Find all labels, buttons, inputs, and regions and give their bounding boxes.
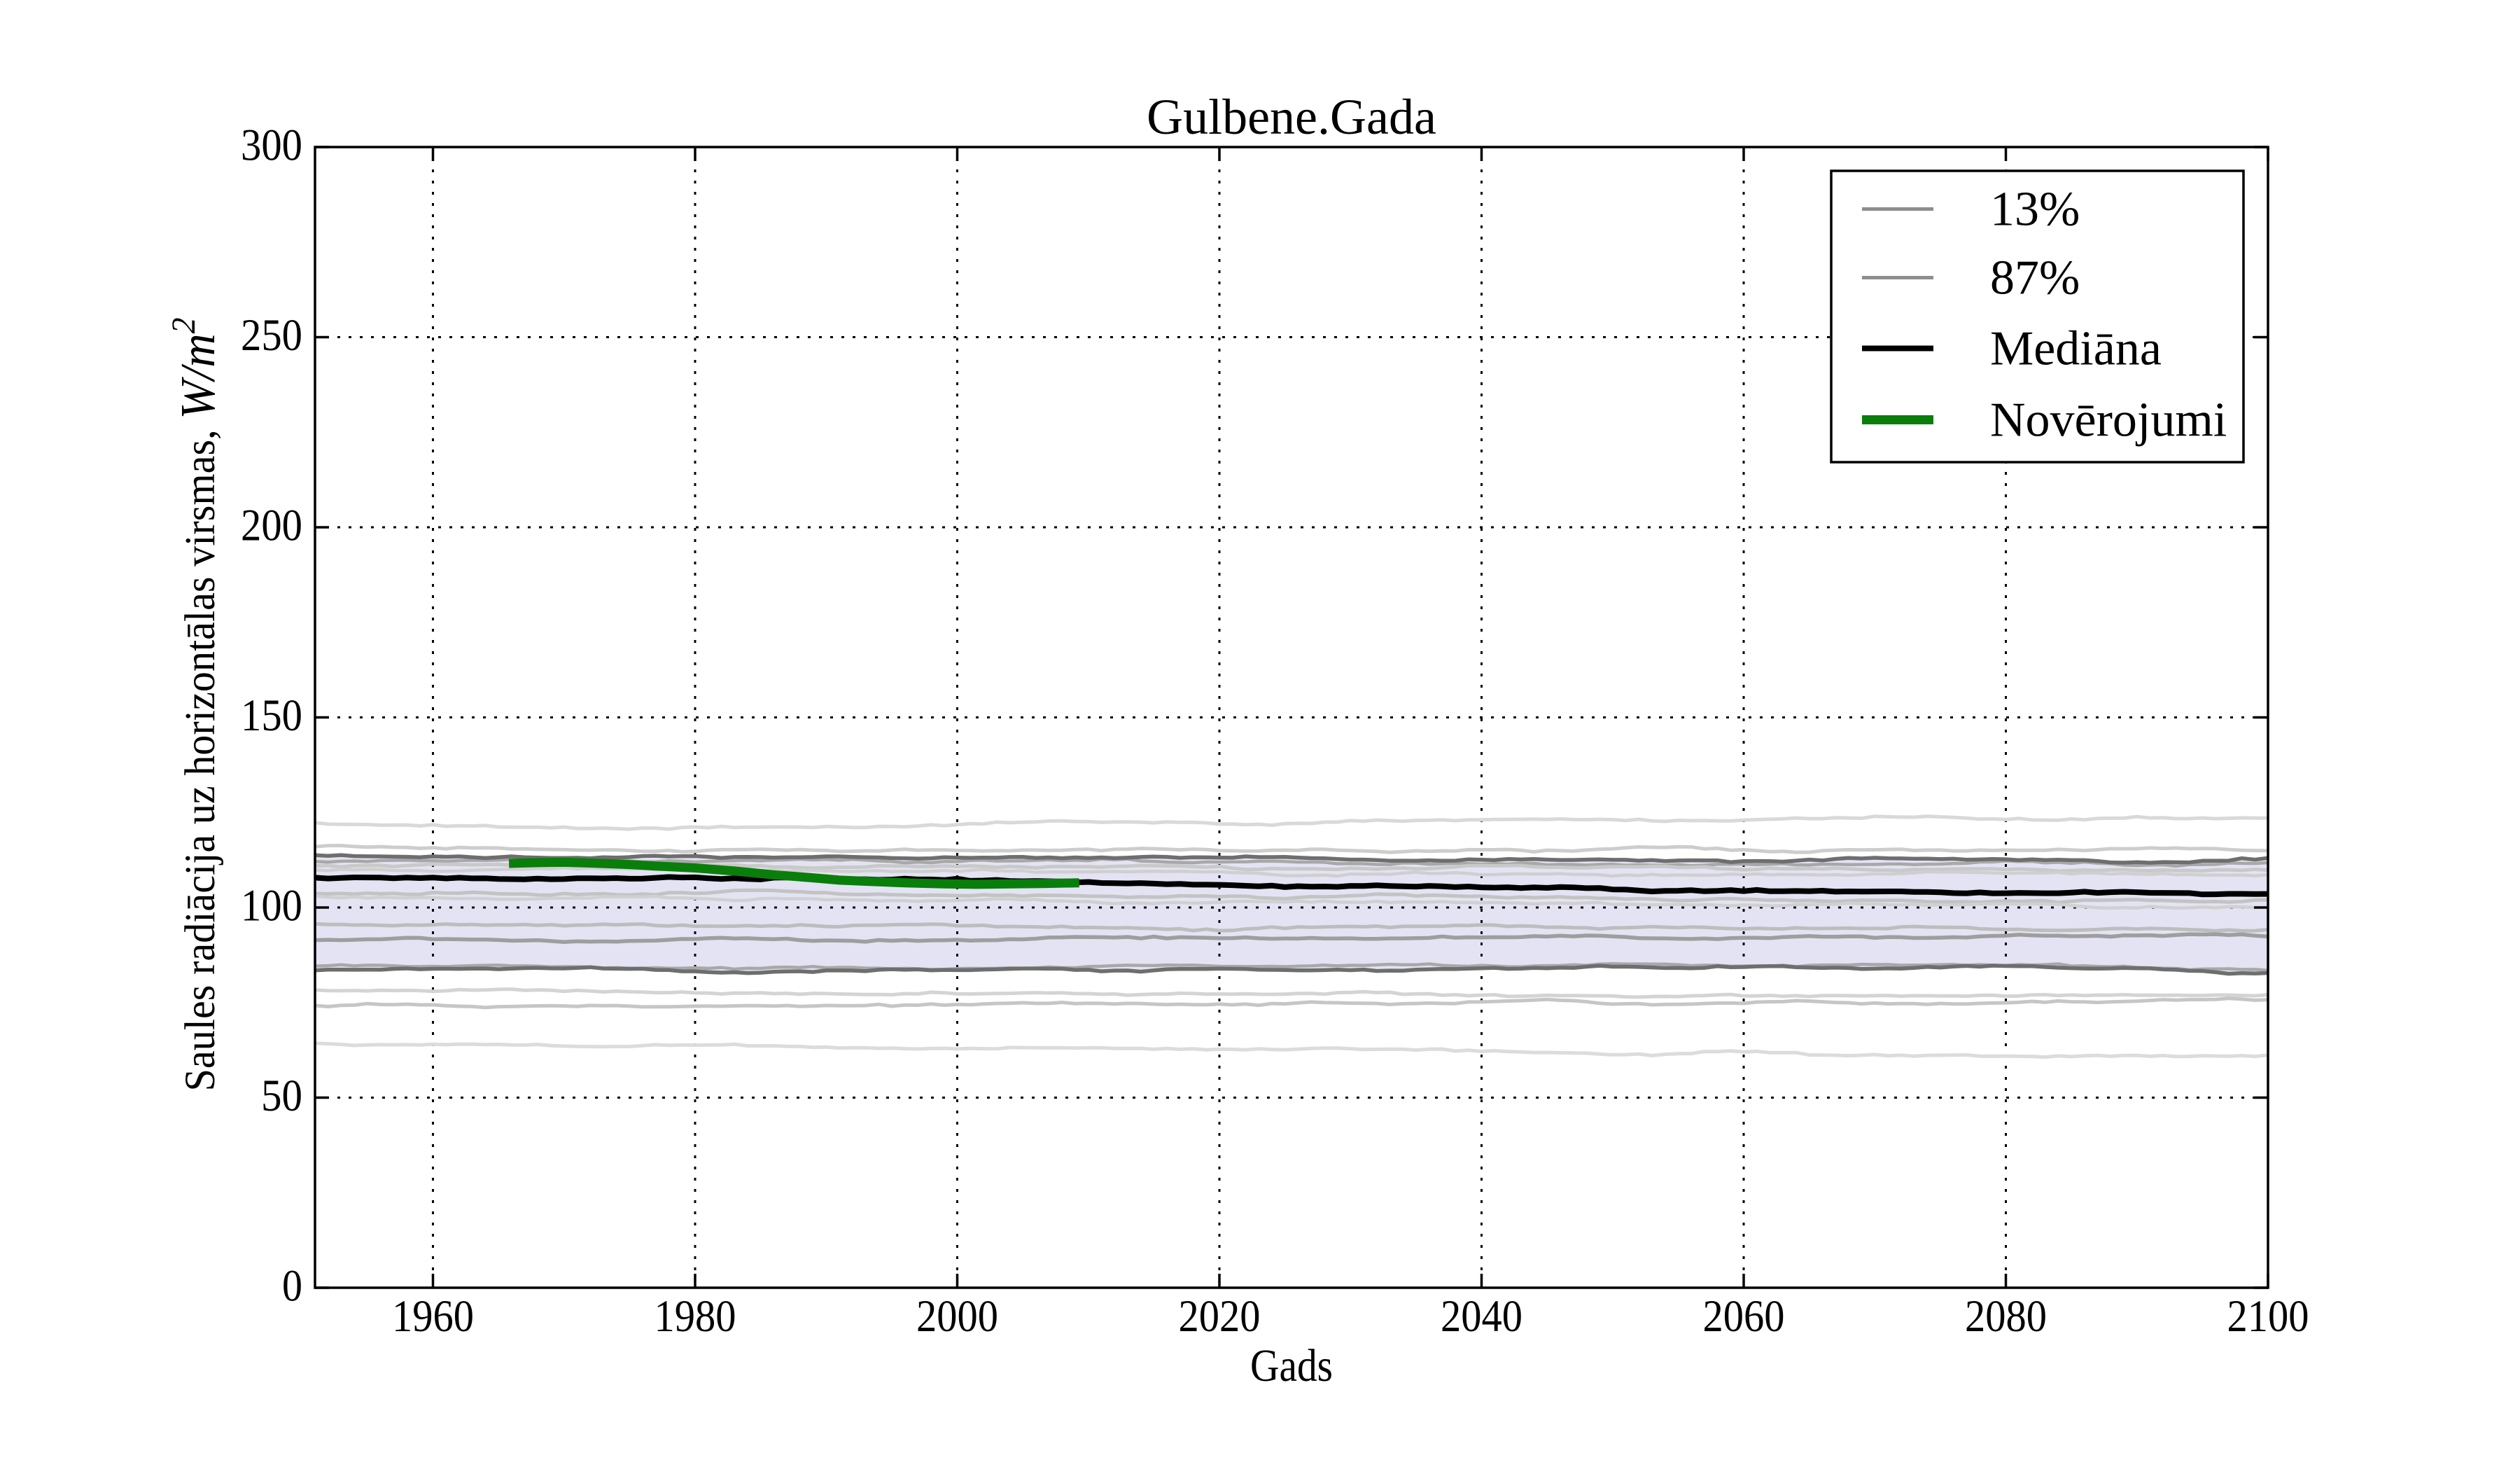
svg-text:2060: 2060 [1703, 1291, 1785, 1342]
svg-text:2100: 2100 [2227, 1291, 2309, 1342]
svg-text:2040: 2040 [1441, 1291, 1522, 1342]
svg-text:13%: 13% [1990, 183, 2080, 237]
svg-text:100: 100 [241, 881, 302, 931]
svg-text:50: 50 [261, 1071, 302, 1121]
svg-text:1960: 1960 [392, 1291, 474, 1342]
svg-text:300: 300 [241, 120, 302, 171]
svg-text:Gulbene.Gada: Gulbene.Gada [1147, 89, 1436, 145]
svg-text:Mediāna: Mediāna [1990, 322, 2162, 376]
svg-text:150: 150 [241, 690, 302, 741]
svg-text:87%: 87% [1990, 251, 2080, 305]
svg-text:2020: 2020 [1179, 1291, 1261, 1342]
svg-text:0: 0 [282, 1261, 302, 1312]
svg-text:Novērojumi: Novērojumi [1990, 394, 2227, 447]
svg-text:1980: 1980 [654, 1291, 736, 1342]
svg-text:2080: 2080 [1965, 1291, 2047, 1342]
svg-text:2000: 2000 [916, 1291, 998, 1342]
svg-text:200: 200 [241, 501, 302, 551]
svg-text:250: 250 [241, 310, 302, 361]
svg-text:Gads: Gads [1250, 1340, 1333, 1391]
